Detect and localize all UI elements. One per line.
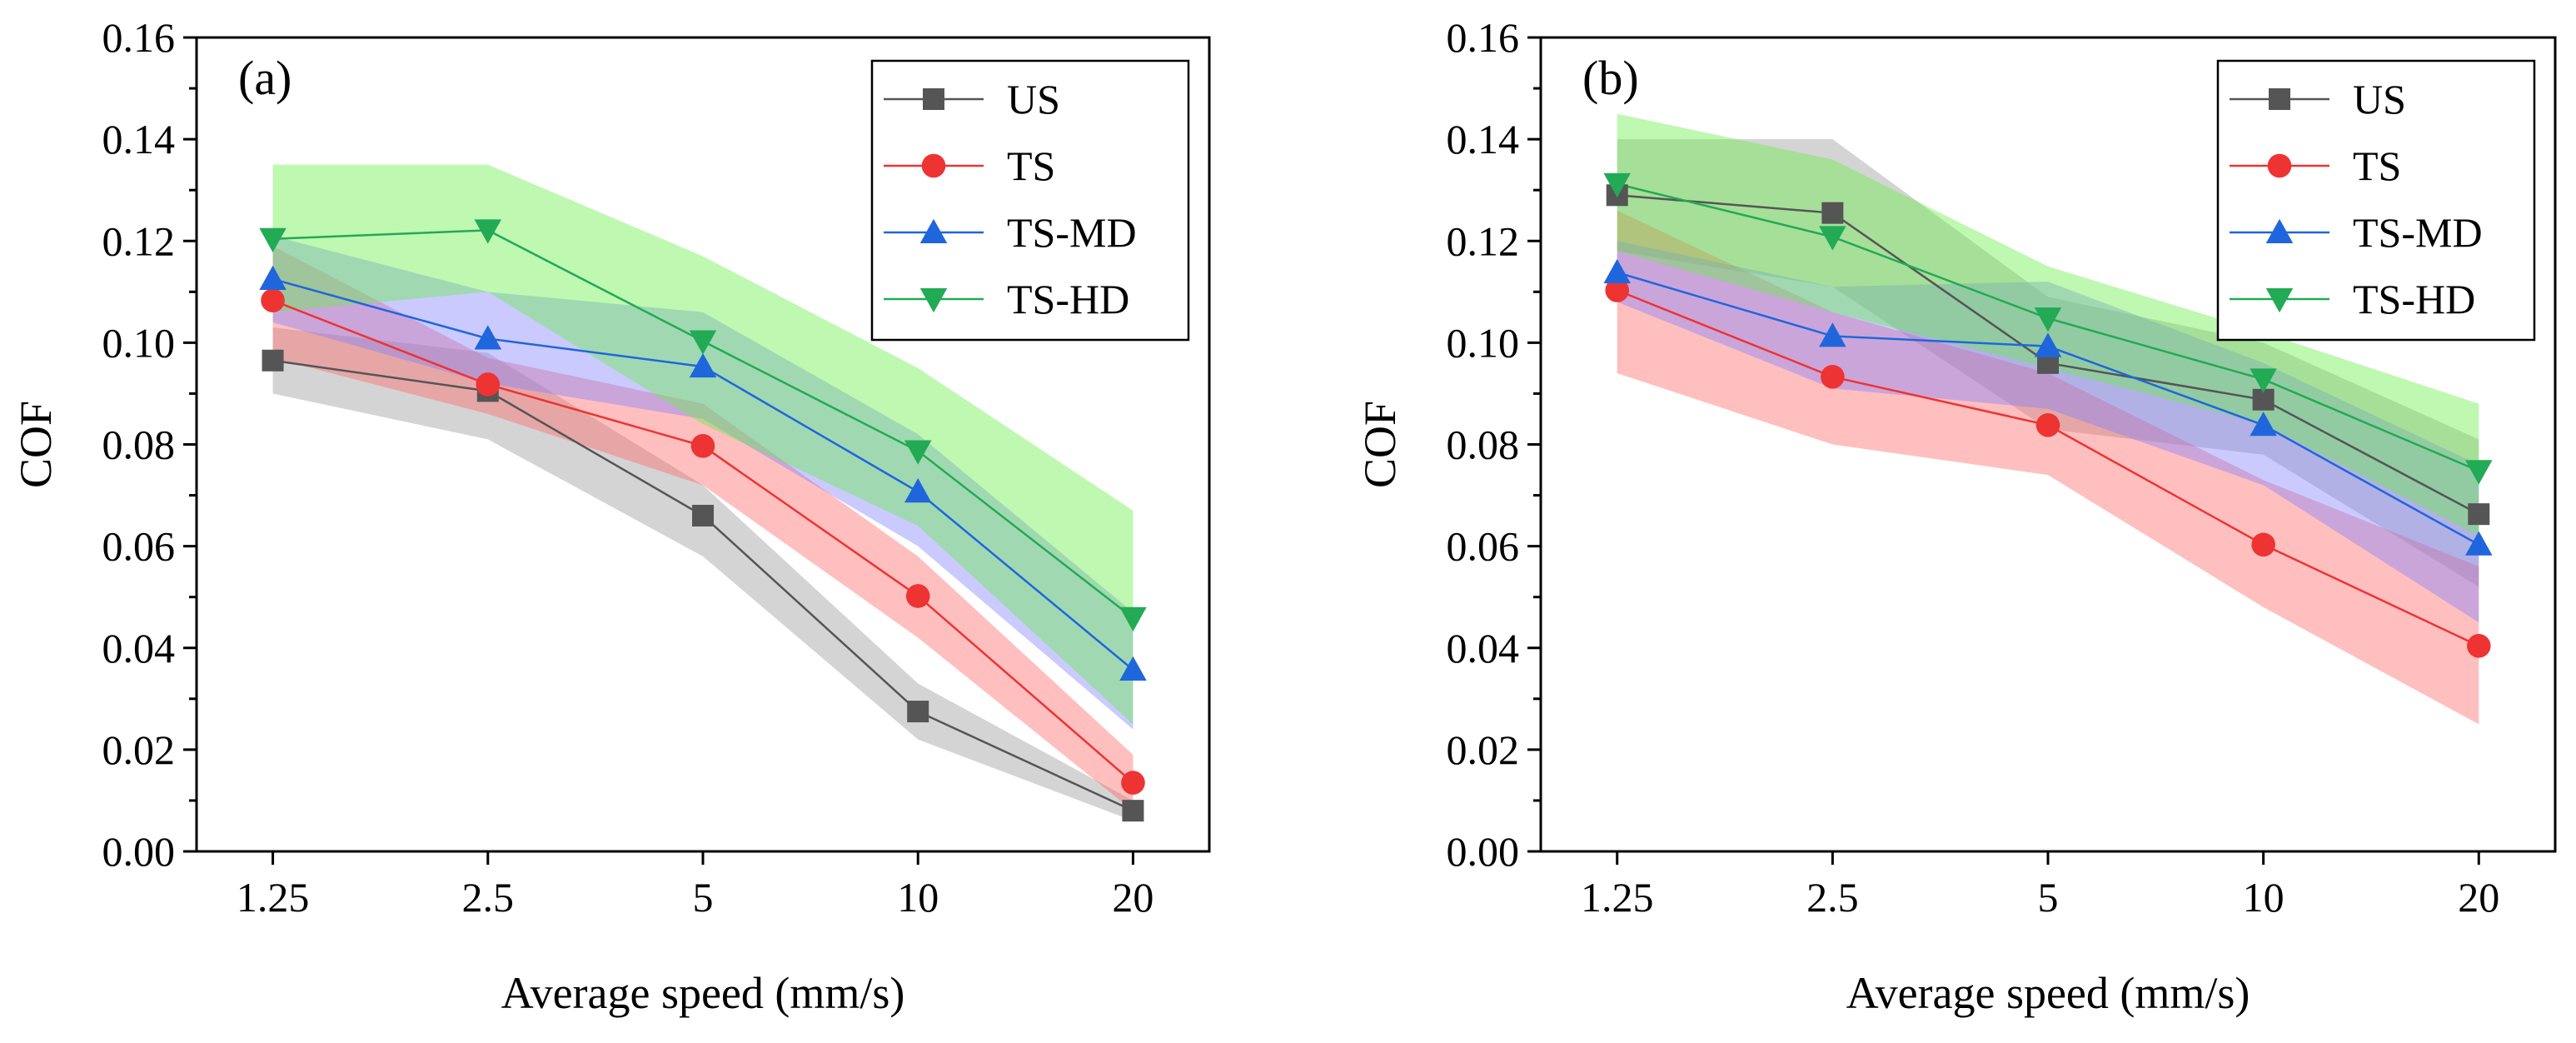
data-point-ts-md [904,478,932,503]
y-tick-label: 0.12 [102,217,176,264]
y-tick-label: 0.16 [1447,14,1520,61]
legend-label-ts-hd: TS-HD [1007,276,1129,322]
y-tick-label: 0.16 [102,14,176,61]
chart-panel-b: 0.00 0.02 0.04 0.06 0.08 0.10 0.12 0.14 0.16 1.25… [1355,14,2557,1018]
data-point-ts [261,288,285,312]
data-point-ts [1121,771,1145,795]
y-tick-label: 0.08 [102,422,176,468]
y-axis-title: COF [1355,401,1405,488]
legend-label-us: US [1007,76,1060,122]
data-point-ts-hd [689,330,717,355]
y-tick-label: 0.06 [102,523,176,570]
y-tick-label: 0.12 [1447,217,1520,264]
x-axis-title: Average speed (mm/s) [1846,968,2250,1018]
panel-label: (a) [238,51,291,105]
x-tick-label: 2.5 [462,874,515,921]
y-tick-label: 0.10 [1447,319,1520,366]
data-point-ts-md [689,352,717,378]
data-point-ts-hd [259,227,286,253]
x-tick-label: 10 [2243,874,2285,921]
legend-label-ts: TS [1007,142,1055,189]
y-tick-label: 0.04 [1447,625,1520,671]
y-tick-label: 0.02 [1447,726,1520,773]
chart-panel-a: 0.00 0.02 0.04 0.06 0.08 0.10 0.12 0.14 0.16 1.25… [11,14,1211,1018]
y-tick-label: 0.10 [102,319,176,366]
legend-marker-ts [921,153,946,178]
x-tick-label: 5 [2038,874,2059,921]
data-point-ts [905,584,930,608]
x-axis-title: Average speed (mm/s) [501,968,905,1018]
legend-marker-ts-hd [2265,288,2294,313]
legend-label-ts-md: TS-MD [2353,209,2483,256]
data-point-ts-hd [904,440,932,465]
x-tick-label: 5 [693,874,714,921]
x-tick-label: 1.25 [1581,874,1654,921]
data-point-ts-md [2250,412,2277,437]
data-point-us [262,349,284,372]
x-tick-label: 20 [1112,874,1153,921]
panel-label: (b) [1582,51,1639,105]
y-tick-label: 0.04 [102,625,176,671]
data-point-ts-hd [1819,226,1846,251]
data-point-ts [2035,412,2060,437]
legend-marker-ts [2267,153,2292,178]
data-point-ts-hd [474,219,502,244]
data-point-ts-md [259,265,286,291]
data-point-ts [690,434,715,458]
data-point-ts-md [1819,322,1846,347]
data-point-ts-md [2465,531,2493,556]
data-point-us [1122,800,1144,822]
data-point-ts [1821,364,1845,389]
data-point-ts [2466,634,2491,658]
x-tick-label: 1.25 [237,874,310,921]
data-point-ts-hd [2250,368,2277,393]
data-point-ts [1605,278,1630,302]
data-point-ts-md [474,325,502,350]
legend-label-ts: TS [2353,142,2401,189]
data-point-ts-hd [2034,307,2062,332]
error-band-us [272,327,1134,821]
data-point-us [907,701,929,723]
x-tick-label: 2.5 [1806,874,1859,921]
y-axis-title: COF [11,401,61,488]
legend-label-ts-md: TS-MD [1007,209,1137,256]
y-tick-label: 0.14 [1447,116,1520,162]
legend-marker-ts-hd [919,288,948,313]
legend-label-ts-hd: TS-HD [2353,276,2475,322]
data-point-ts-hd [1119,606,1147,631]
data-point-ts-hd [2465,460,2493,485]
y-tick-label: 0.14 [102,116,176,162]
legend-marker-us [923,88,944,110]
legend-marker-ts-md [2265,218,2294,243]
data-point-ts [476,372,501,397]
y-tick-label: 0.00 [102,828,176,875]
legend-marker-us [2269,88,2290,110]
y-tick-label: 0.08 [1447,422,1520,468]
data-point-us [692,504,714,526]
data-point-us [1821,202,1844,224]
data-point-us [2468,503,2490,526]
data-point-ts-md [1603,258,1631,284]
legend-label-us: US [2353,76,2406,122]
x-tick-label: 10 [897,874,939,921]
y-tick-label: 0.00 [1447,828,1520,875]
y-tick-label: 0.06 [1447,523,1520,570]
error-band-ts-hd [272,164,1134,725]
legend-marker-ts-md [919,218,948,243]
y-tick-label: 0.02 [102,726,176,773]
data-point-ts [2251,532,2275,557]
data-point-ts-hd [1603,172,1631,198]
data-point-ts-md [2034,332,2062,357]
x-tick-label: 20 [2458,874,2499,921]
error-band-ts-md [272,236,1134,730]
data-point-ts-md [1119,656,1147,681]
